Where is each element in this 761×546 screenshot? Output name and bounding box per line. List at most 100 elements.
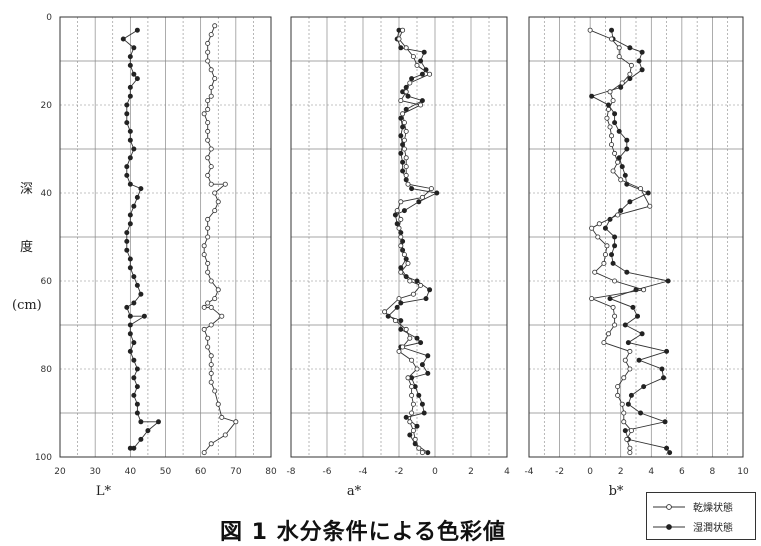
data-point-dry bbox=[208, 441, 214, 447]
data-point-dry bbox=[219, 313, 225, 319]
data-point-dry bbox=[205, 137, 211, 143]
data-point-wet bbox=[124, 172, 130, 178]
data-point-wet bbox=[667, 450, 673, 456]
data-point-wet bbox=[662, 419, 668, 425]
data-point-wet bbox=[419, 98, 425, 104]
data-point-dry bbox=[222, 432, 228, 438]
legend-label-wet: 湿潤状態 bbox=[693, 523, 733, 534]
legend: 乾燥状態 湿潤状態 bbox=[646, 492, 756, 540]
data-point-dry bbox=[201, 326, 207, 332]
depth-tick-label: 60 bbox=[41, 277, 53, 287]
data-point-dry bbox=[205, 155, 211, 161]
data-point-dry bbox=[205, 234, 211, 240]
data-point-wet bbox=[398, 300, 404, 306]
data-point-wet bbox=[131, 203, 137, 209]
data-point-wet bbox=[127, 256, 133, 262]
data-point-wet bbox=[127, 137, 133, 143]
data-point-wet bbox=[665, 278, 671, 284]
data-point-wet bbox=[131, 357, 137, 363]
x-tick-label: 50 bbox=[160, 467, 172, 477]
data-point-wet bbox=[636, 357, 642, 363]
data-point-dry bbox=[427, 71, 433, 77]
data-point-wet bbox=[421, 49, 427, 55]
series-line-dry bbox=[383, 30, 433, 453]
data-point-wet bbox=[155, 419, 161, 425]
data-point-wet bbox=[419, 362, 425, 368]
data-point-wet bbox=[414, 278, 420, 284]
data-point-dry bbox=[407, 278, 413, 284]
data-point-dry bbox=[414, 366, 420, 372]
x-tick-label: 8 bbox=[710, 467, 716, 477]
data-point-dry bbox=[400, 111, 406, 117]
x-tick-label: 2 bbox=[468, 467, 474, 477]
data-point-dry bbox=[607, 124, 613, 130]
data-point-dry bbox=[418, 282, 424, 288]
data-point-dry bbox=[407, 335, 413, 341]
data-point-dry bbox=[647, 203, 653, 209]
figure-caption: 図 1 水分条件による色彩値 bbox=[220, 520, 506, 545]
data-point-wet bbox=[131, 146, 137, 152]
data-point-wet bbox=[423, 296, 429, 302]
data-point-wet bbox=[630, 304, 636, 310]
plot-frame bbox=[290, 16, 508, 458]
data-point-wet bbox=[618, 208, 624, 214]
data-point-dry bbox=[208, 278, 214, 284]
data-point-wet bbox=[625, 401, 631, 407]
depth-tick-label: 100 bbox=[35, 453, 52, 463]
data-point-dry bbox=[628, 428, 634, 434]
data-point-dry bbox=[205, 269, 211, 275]
data-point-wet bbox=[616, 155, 622, 161]
data-point-dry bbox=[612, 322, 618, 328]
data-point-dry bbox=[596, 221, 602, 227]
x-tick-label: 60 bbox=[195, 467, 207, 477]
data-point-wet bbox=[612, 243, 618, 249]
data-point-wet bbox=[619, 164, 625, 170]
data-point-wet bbox=[400, 159, 406, 165]
data-point-wet bbox=[124, 230, 130, 236]
data-point-dry bbox=[409, 384, 415, 390]
data-point-wet bbox=[622, 322, 628, 328]
data-point-dry bbox=[394, 208, 400, 214]
data-point-dry bbox=[205, 260, 211, 266]
data-point-dry bbox=[208, 362, 214, 368]
data-point-dry bbox=[412, 436, 418, 442]
data-point-dry bbox=[624, 436, 630, 442]
data-point-dry bbox=[212, 208, 218, 214]
data-point-dry bbox=[208, 84, 214, 90]
x-tick-label: 30 bbox=[89, 467, 101, 477]
data-point-wet bbox=[138, 186, 144, 192]
data-point-dry bbox=[403, 326, 409, 332]
data-point-wet bbox=[124, 164, 130, 170]
data-point-dry bbox=[627, 366, 633, 372]
x-tick-label: 2 bbox=[618, 467, 624, 477]
data-point-wet bbox=[616, 128, 622, 134]
data-point-dry bbox=[205, 335, 211, 341]
data-point-dry bbox=[403, 128, 409, 134]
data-point-dry bbox=[612, 313, 618, 319]
data-point-dry bbox=[615, 212, 621, 218]
data-point-wet bbox=[627, 199, 633, 205]
x-tick-label: -8 bbox=[287, 467, 296, 477]
data-point-dry bbox=[400, 27, 406, 33]
data-point-wet bbox=[127, 62, 133, 68]
data-point-wet bbox=[127, 331, 133, 337]
data-point-wet bbox=[427, 287, 433, 293]
data-point-dry bbox=[405, 260, 411, 266]
data-point-dry bbox=[414, 62, 420, 68]
data-point-dry bbox=[401, 146, 407, 152]
data-point-dry bbox=[205, 58, 211, 64]
data-point-wet bbox=[124, 120, 130, 126]
data-point-wet bbox=[127, 54, 133, 60]
data-point-wet bbox=[138, 436, 144, 442]
data-point-wet bbox=[127, 322, 133, 328]
data-point-wet bbox=[409, 186, 415, 192]
data-point-dry bbox=[403, 164, 409, 170]
data-point-dry bbox=[205, 216, 211, 222]
data-point-dry bbox=[587, 27, 593, 33]
data-point-dry bbox=[233, 419, 239, 425]
x-axis-label: b* bbox=[609, 484, 624, 499]
data-point-wet bbox=[425, 450, 431, 456]
data-point-wet bbox=[120, 36, 126, 42]
data-point-dry bbox=[208, 164, 214, 170]
depth-tick-label: 0 bbox=[46, 13, 52, 23]
